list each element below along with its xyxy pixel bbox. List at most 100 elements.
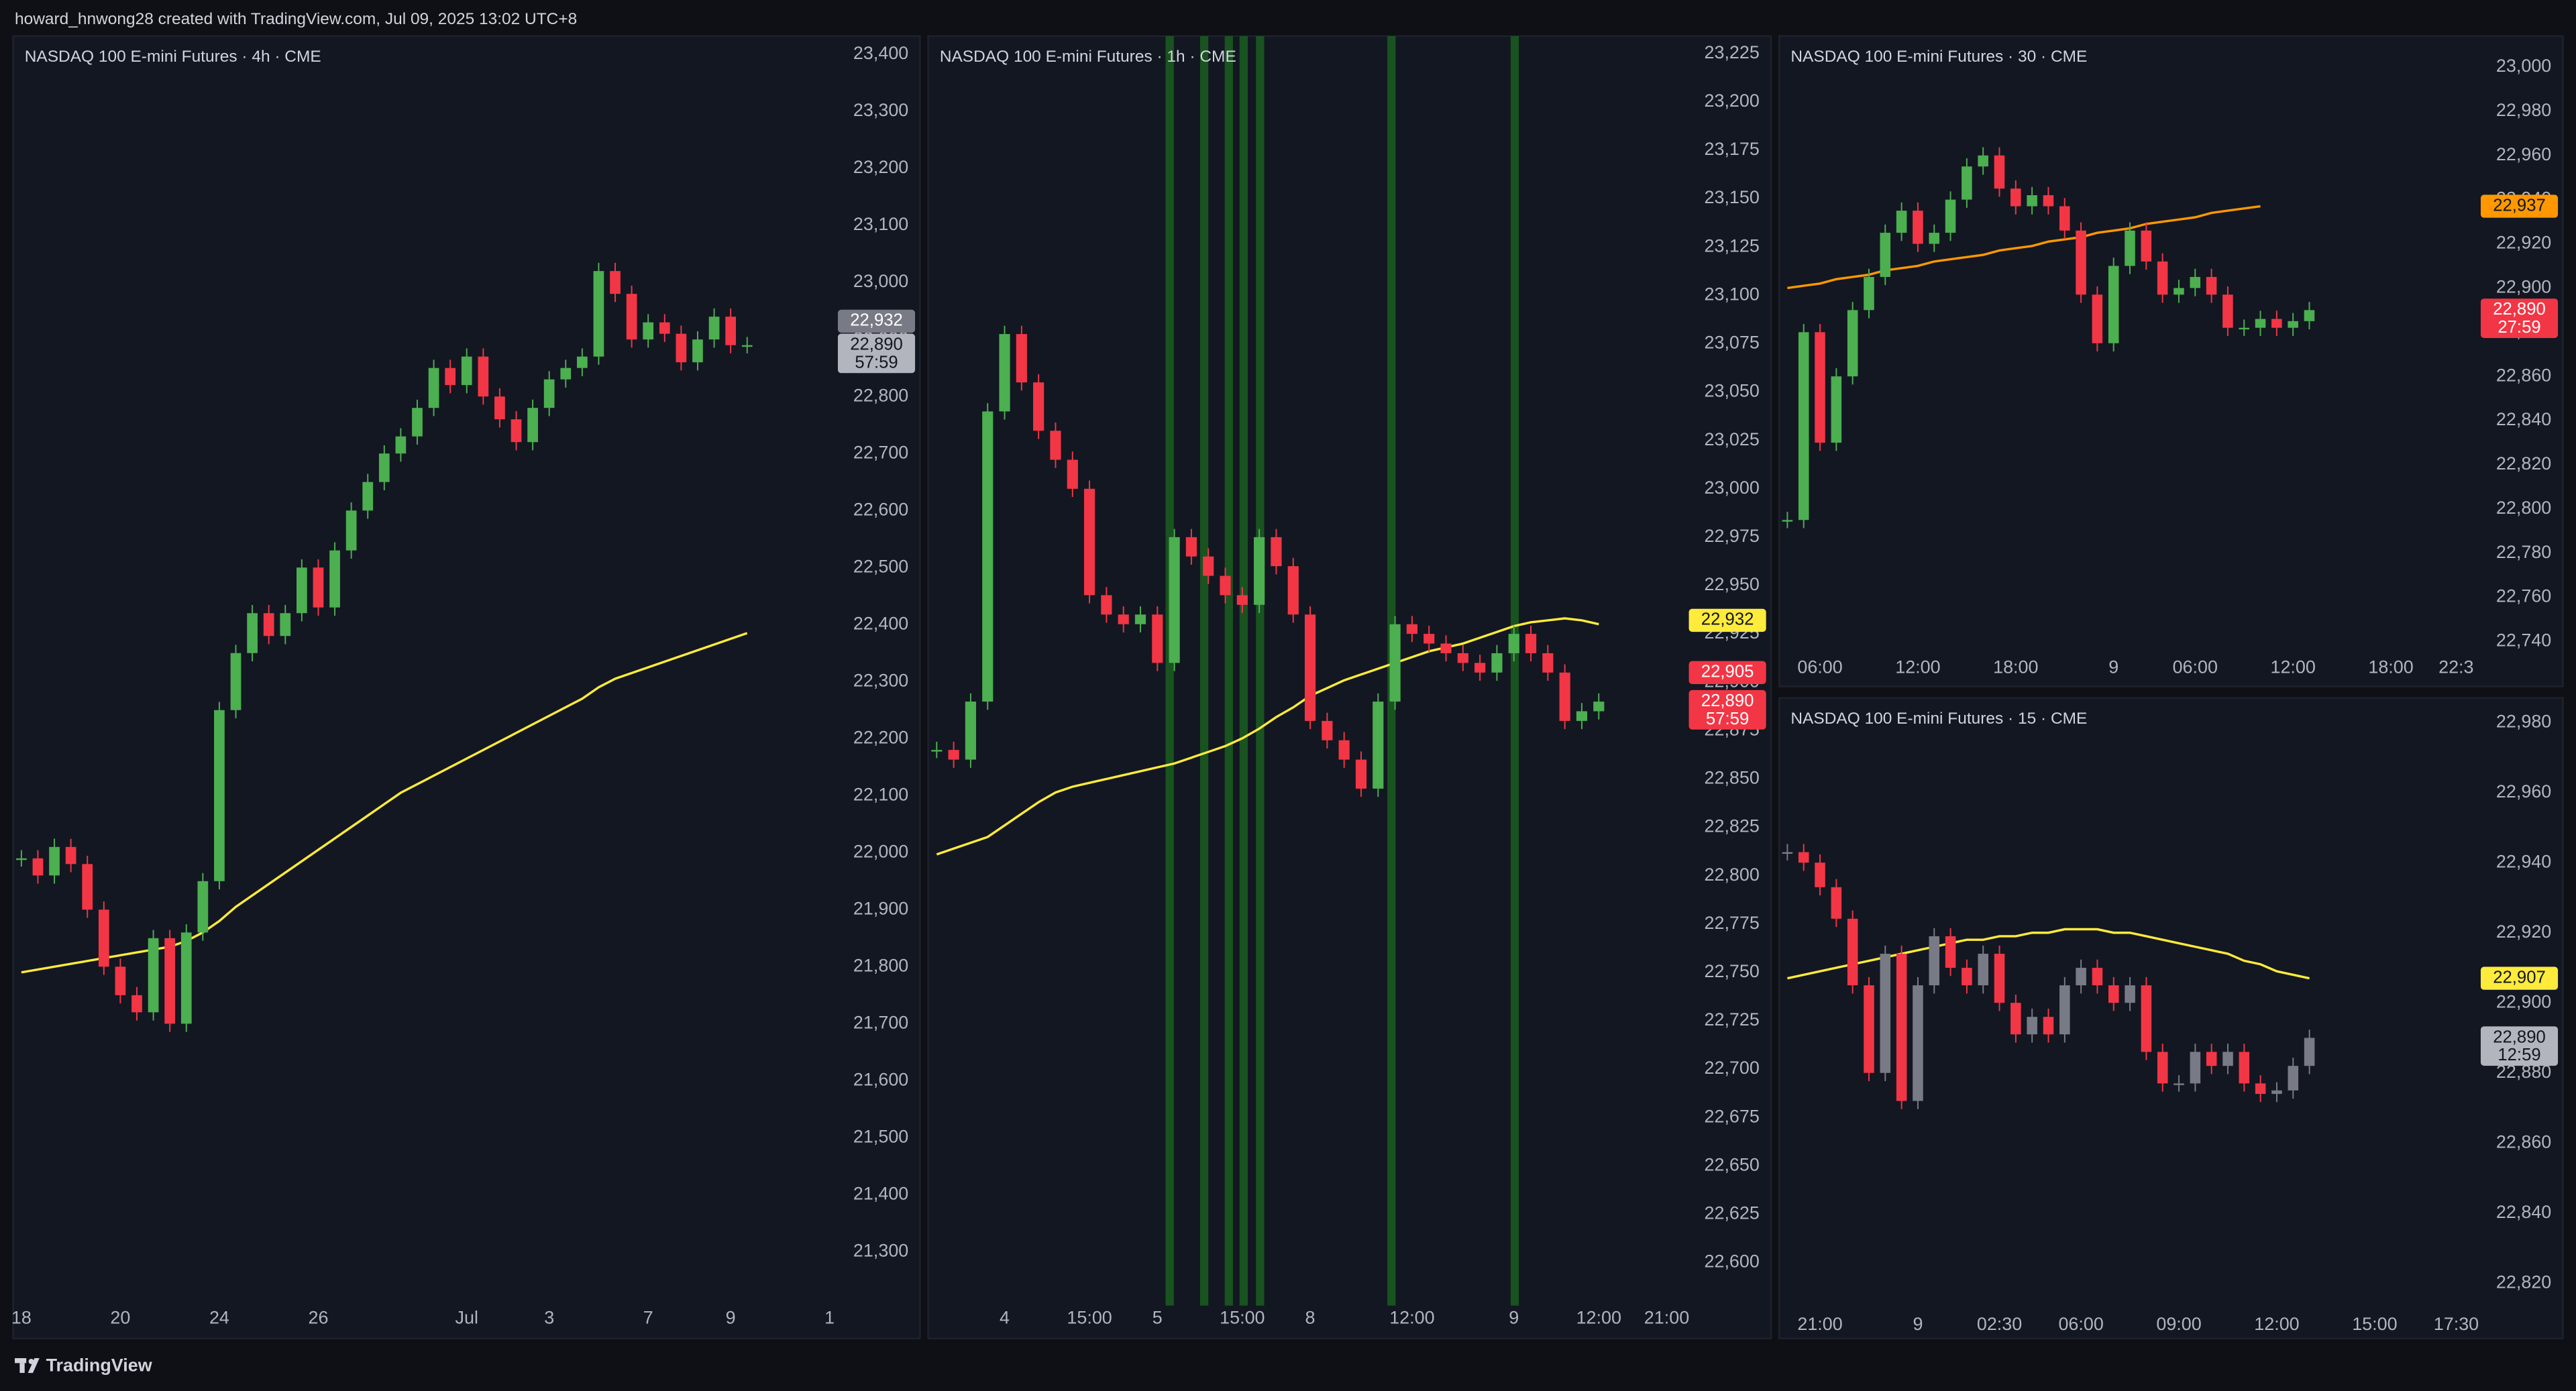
candle: [2271, 319, 2282, 328]
y-tick-label: 23,025: [1705, 429, 1760, 449]
y-tick-label: 22,820: [2496, 1272, 2551, 1292]
y-tick-label: 22,740: [2496, 630, 2551, 651]
candle: [412, 408, 423, 437]
x-tick-label: 9: [1913, 1314, 1923, 1334]
candle: [345, 510, 357, 551]
candle: [1101, 595, 1112, 615]
candle: [1491, 653, 1503, 673]
y-tick-label: 23,075: [1705, 333, 1760, 353]
y-tick-label: 22,800: [853, 385, 908, 405]
candle: [2043, 195, 2054, 207]
y-tick-label: 23,150: [1705, 187, 1760, 207]
candle: [1373, 702, 1384, 789]
price-label-box: [1688, 689, 1766, 730]
price-label: 22,890: [2493, 1027, 2546, 1046]
price-label-countdown: 57:59: [855, 353, 898, 372]
x-tick-label: 12:00: [1389, 1307, 1434, 1327]
candle: [1962, 967, 1972, 986]
price-label: 22,907: [2493, 968, 2546, 987]
y-tick-label: 23,175: [1705, 139, 1760, 159]
candle: [1880, 954, 1891, 1073]
footer-brand: TradingView: [46, 1355, 152, 1375]
y-tick-label: 22,760: [2496, 586, 2551, 606]
session-band: [1224, 36, 1233, 1306]
candle: [1152, 614, 1163, 663]
candle: [1389, 624, 1401, 702]
candle: [2271, 1090, 2282, 1095]
candle: [1440, 643, 1452, 653]
y-tick-label: 21,700: [853, 1012, 908, 1032]
candle: [948, 750, 959, 760]
candle: [2076, 967, 2086, 986]
candle: [1978, 954, 1989, 986]
candle: [1815, 332, 1825, 443]
candle: [1913, 985, 1923, 1101]
candle: [2108, 266, 2119, 343]
candle: [461, 356, 472, 386]
x-tick-label: 5: [1152, 1307, 1163, 1327]
candle: [1576, 711, 1588, 721]
candle: [378, 453, 390, 482]
y-tick-label: 22,975: [1705, 526, 1760, 546]
y-tick-label: 22,980: [2496, 711, 2551, 731]
logo: [15, 1358, 40, 1374]
candle: [1864, 985, 1874, 1073]
y-tick-label: 22,850: [1705, 768, 1760, 788]
x-tick-label: 12:00: [2270, 657, 2315, 677]
x-tick-label: 15:00: [1067, 1307, 1112, 1327]
y-tick-label: 23,400: [853, 43, 908, 63]
candle: [494, 396, 505, 420]
chart-panel: NASDAQ 100 E-mini Futures · 15 · CME 22,8…: [1778, 697, 2564, 1339]
logo-slash: [28, 1358, 40, 1374]
candle: [1338, 740, 1350, 760]
candle: [1945, 936, 1956, 968]
y-tick-label: 22,900: [2496, 991, 2551, 1011]
y-tick-label: 22,700: [853, 442, 908, 462]
y-tick-label: 22,940: [2496, 851, 2551, 871]
candle: [725, 317, 737, 345]
x-tick-label: 1: [824, 1307, 835, 1327]
y-tick-label: 22,300: [853, 670, 908, 690]
candle: [1831, 887, 1842, 919]
x-tick-label: 9: [726, 1307, 736, 1327]
candle: [626, 294, 637, 340]
y-tick-label: 22,600: [853, 499, 908, 519]
x-tick-label: 06:00: [2173, 657, 2218, 677]
y-tick-label: 23,300: [853, 100, 908, 120]
candle: [148, 938, 159, 1013]
y-tick-label: 23,225: [1705, 42, 1760, 62]
candle: [1083, 488, 1095, 596]
y-tick-label: 22,675: [1705, 1106, 1760, 1126]
x-tick-label: 12:00: [1895, 657, 1940, 677]
session-band: [1510, 36, 1519, 1306]
moving-average-line: [936, 617, 1599, 856]
price-label-box: [2480, 966, 2559, 990]
candle: [1880, 233, 1891, 277]
candle: [2304, 1038, 2315, 1066]
candle: [2010, 1003, 2021, 1035]
y-tick-label: 22,800: [1705, 865, 1760, 885]
candle: [999, 334, 1010, 412]
x-tick-label: 17:30: [2434, 1314, 2479, 1334]
y-tick-label: 23,000: [1705, 478, 1760, 498]
candle: [247, 613, 258, 653]
candle: [1782, 852, 1793, 854]
candle: [1254, 537, 1265, 605]
candle: [115, 966, 126, 995]
candle: [230, 653, 241, 710]
candle: [1355, 759, 1367, 789]
candle: [1962, 166, 1972, 200]
candle: [1424, 634, 1435, 644]
y-tick-label: 21,500: [853, 1126, 908, 1146]
y-tick-label: 23,100: [853, 214, 908, 234]
candle: [741, 345, 753, 347]
y-tick-label: 21,600: [853, 1069, 908, 1089]
y-tick-label: 22,920: [2496, 922, 2551, 942]
x-tick-label: 12:00: [2254, 1314, 2299, 1334]
price-label: 22,905: [1701, 663, 1754, 681]
candle: [708, 317, 720, 340]
candle: [2239, 327, 2249, 330]
candle: [82, 864, 93, 910]
candle: [1050, 431, 1061, 460]
